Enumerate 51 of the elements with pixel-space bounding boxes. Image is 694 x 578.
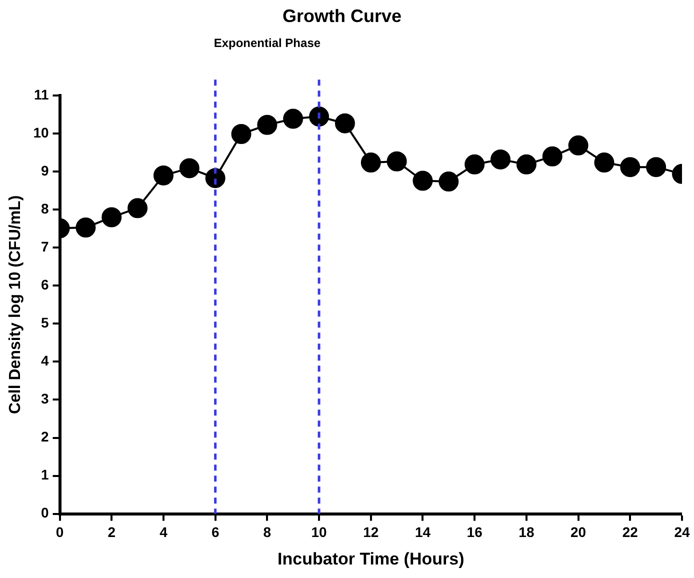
point (490, 149, 511, 170)
point (464, 154, 485, 174)
point (102, 207, 122, 228)
chart-title: Growth Curve (282, 6, 402, 26)
y-tick-label: 10 (33, 124, 49, 140)
x-tick-label: 12 (363, 524, 379, 540)
y-tick-label: 0 (40, 504, 49, 521)
x-tick-label: 20 (570, 524, 586, 540)
x-tick-label: 4 (160, 524, 168, 540)
y-tick-label: 7 (40, 238, 49, 255)
point (76, 218, 96, 238)
x-tick-label: 14 (414, 524, 431, 540)
point (309, 106, 330, 127)
point (153, 165, 174, 186)
y-tick-label: 3 (40, 390, 49, 407)
point (646, 157, 666, 178)
point (620, 157, 640, 178)
point (283, 108, 304, 129)
point (568, 135, 588, 156)
x-tick-label: 18 (518, 524, 534, 540)
x-tick-label: 24 (674, 524, 690, 540)
point (386, 151, 407, 172)
x-tick-label: 16 (466, 524, 483, 540)
x-tick-label: 2 (108, 524, 116, 540)
x-tick-label: 6 (211, 524, 220, 540)
y-tick-label: 1 (40, 466, 49, 483)
x-tick-label: 22 (622, 524, 638, 540)
x-tick-label: 10 (311, 524, 328, 540)
x-axis-title: Incubator Time (Hours) (278, 549, 464, 568)
y-tick-label: 2 (40, 428, 49, 445)
y-tick-label: 4 (40, 352, 49, 369)
point (412, 170, 433, 191)
point (257, 114, 278, 135)
point (360, 152, 381, 173)
point (128, 198, 148, 218)
y-tick-label: 8 (40, 200, 49, 217)
y-tick-label: 9 (40, 162, 49, 178)
x-tick-label: 8 (263, 524, 272, 540)
point (438, 172, 459, 192)
point (516, 154, 536, 174)
point (179, 158, 200, 178)
point (231, 124, 252, 144)
y-tick-label: 11 (34, 86, 49, 102)
y-axis-title: Cell Density log 10 (CFU/mL) (7, 195, 24, 414)
point (542, 146, 562, 166)
point (594, 152, 614, 173)
point (334, 113, 355, 134)
x-tick-label: 0 (56, 524, 64, 540)
text: Exponential Phase (214, 36, 321, 50)
y-tick-label: 5 (40, 314, 49, 331)
y-tick-label: 6 (40, 276, 49, 293)
